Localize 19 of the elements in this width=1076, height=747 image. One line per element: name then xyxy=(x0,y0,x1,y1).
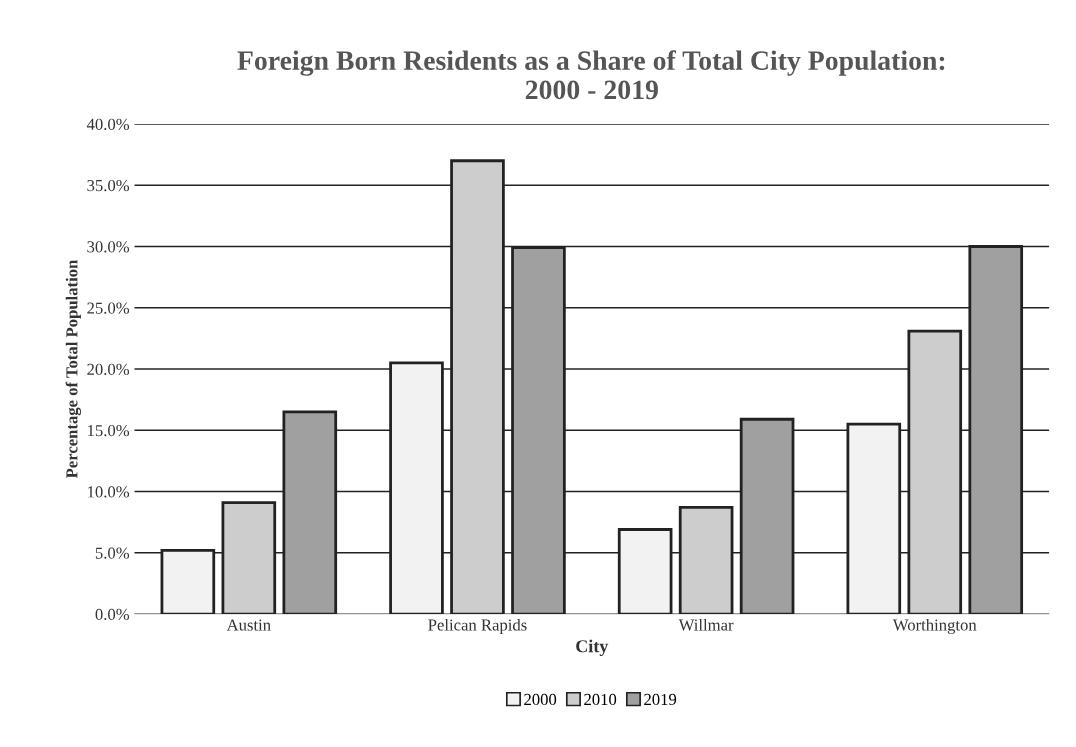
x-tick-label: Willmar xyxy=(678,618,734,631)
x-tick-label: Worthington xyxy=(892,618,977,635)
y-tick-label: 0.0% xyxy=(95,608,130,621)
y-tick-label: 40.0% xyxy=(86,118,130,131)
y-tick-label: 30.0% xyxy=(87,241,130,253)
legend-label: 2010 xyxy=(584,693,617,706)
y-tick-label: 20.0% xyxy=(87,363,130,376)
y-tick-label: 10.0% xyxy=(88,486,130,498)
y-tick-label: 15.0% xyxy=(88,424,130,437)
x-tick-label: Austin xyxy=(226,619,271,631)
y-tick-label: 35.0% xyxy=(87,179,130,192)
chart-title: Foreign Born Residents as a Share of Total City Population: 2000 - 2019 xyxy=(237,50,945,100)
y-axis-title: Percentage of Total Population xyxy=(65,259,82,479)
x-axis-title: City xyxy=(576,639,609,657)
legend-label: 2019 xyxy=(644,693,677,706)
y-tick-label: 25.0% xyxy=(87,302,130,314)
x-tick-label: Pelican Rapids xyxy=(428,618,527,635)
legend-label: 2000 xyxy=(524,693,557,706)
y-tick-label: 5.0% xyxy=(95,547,130,559)
